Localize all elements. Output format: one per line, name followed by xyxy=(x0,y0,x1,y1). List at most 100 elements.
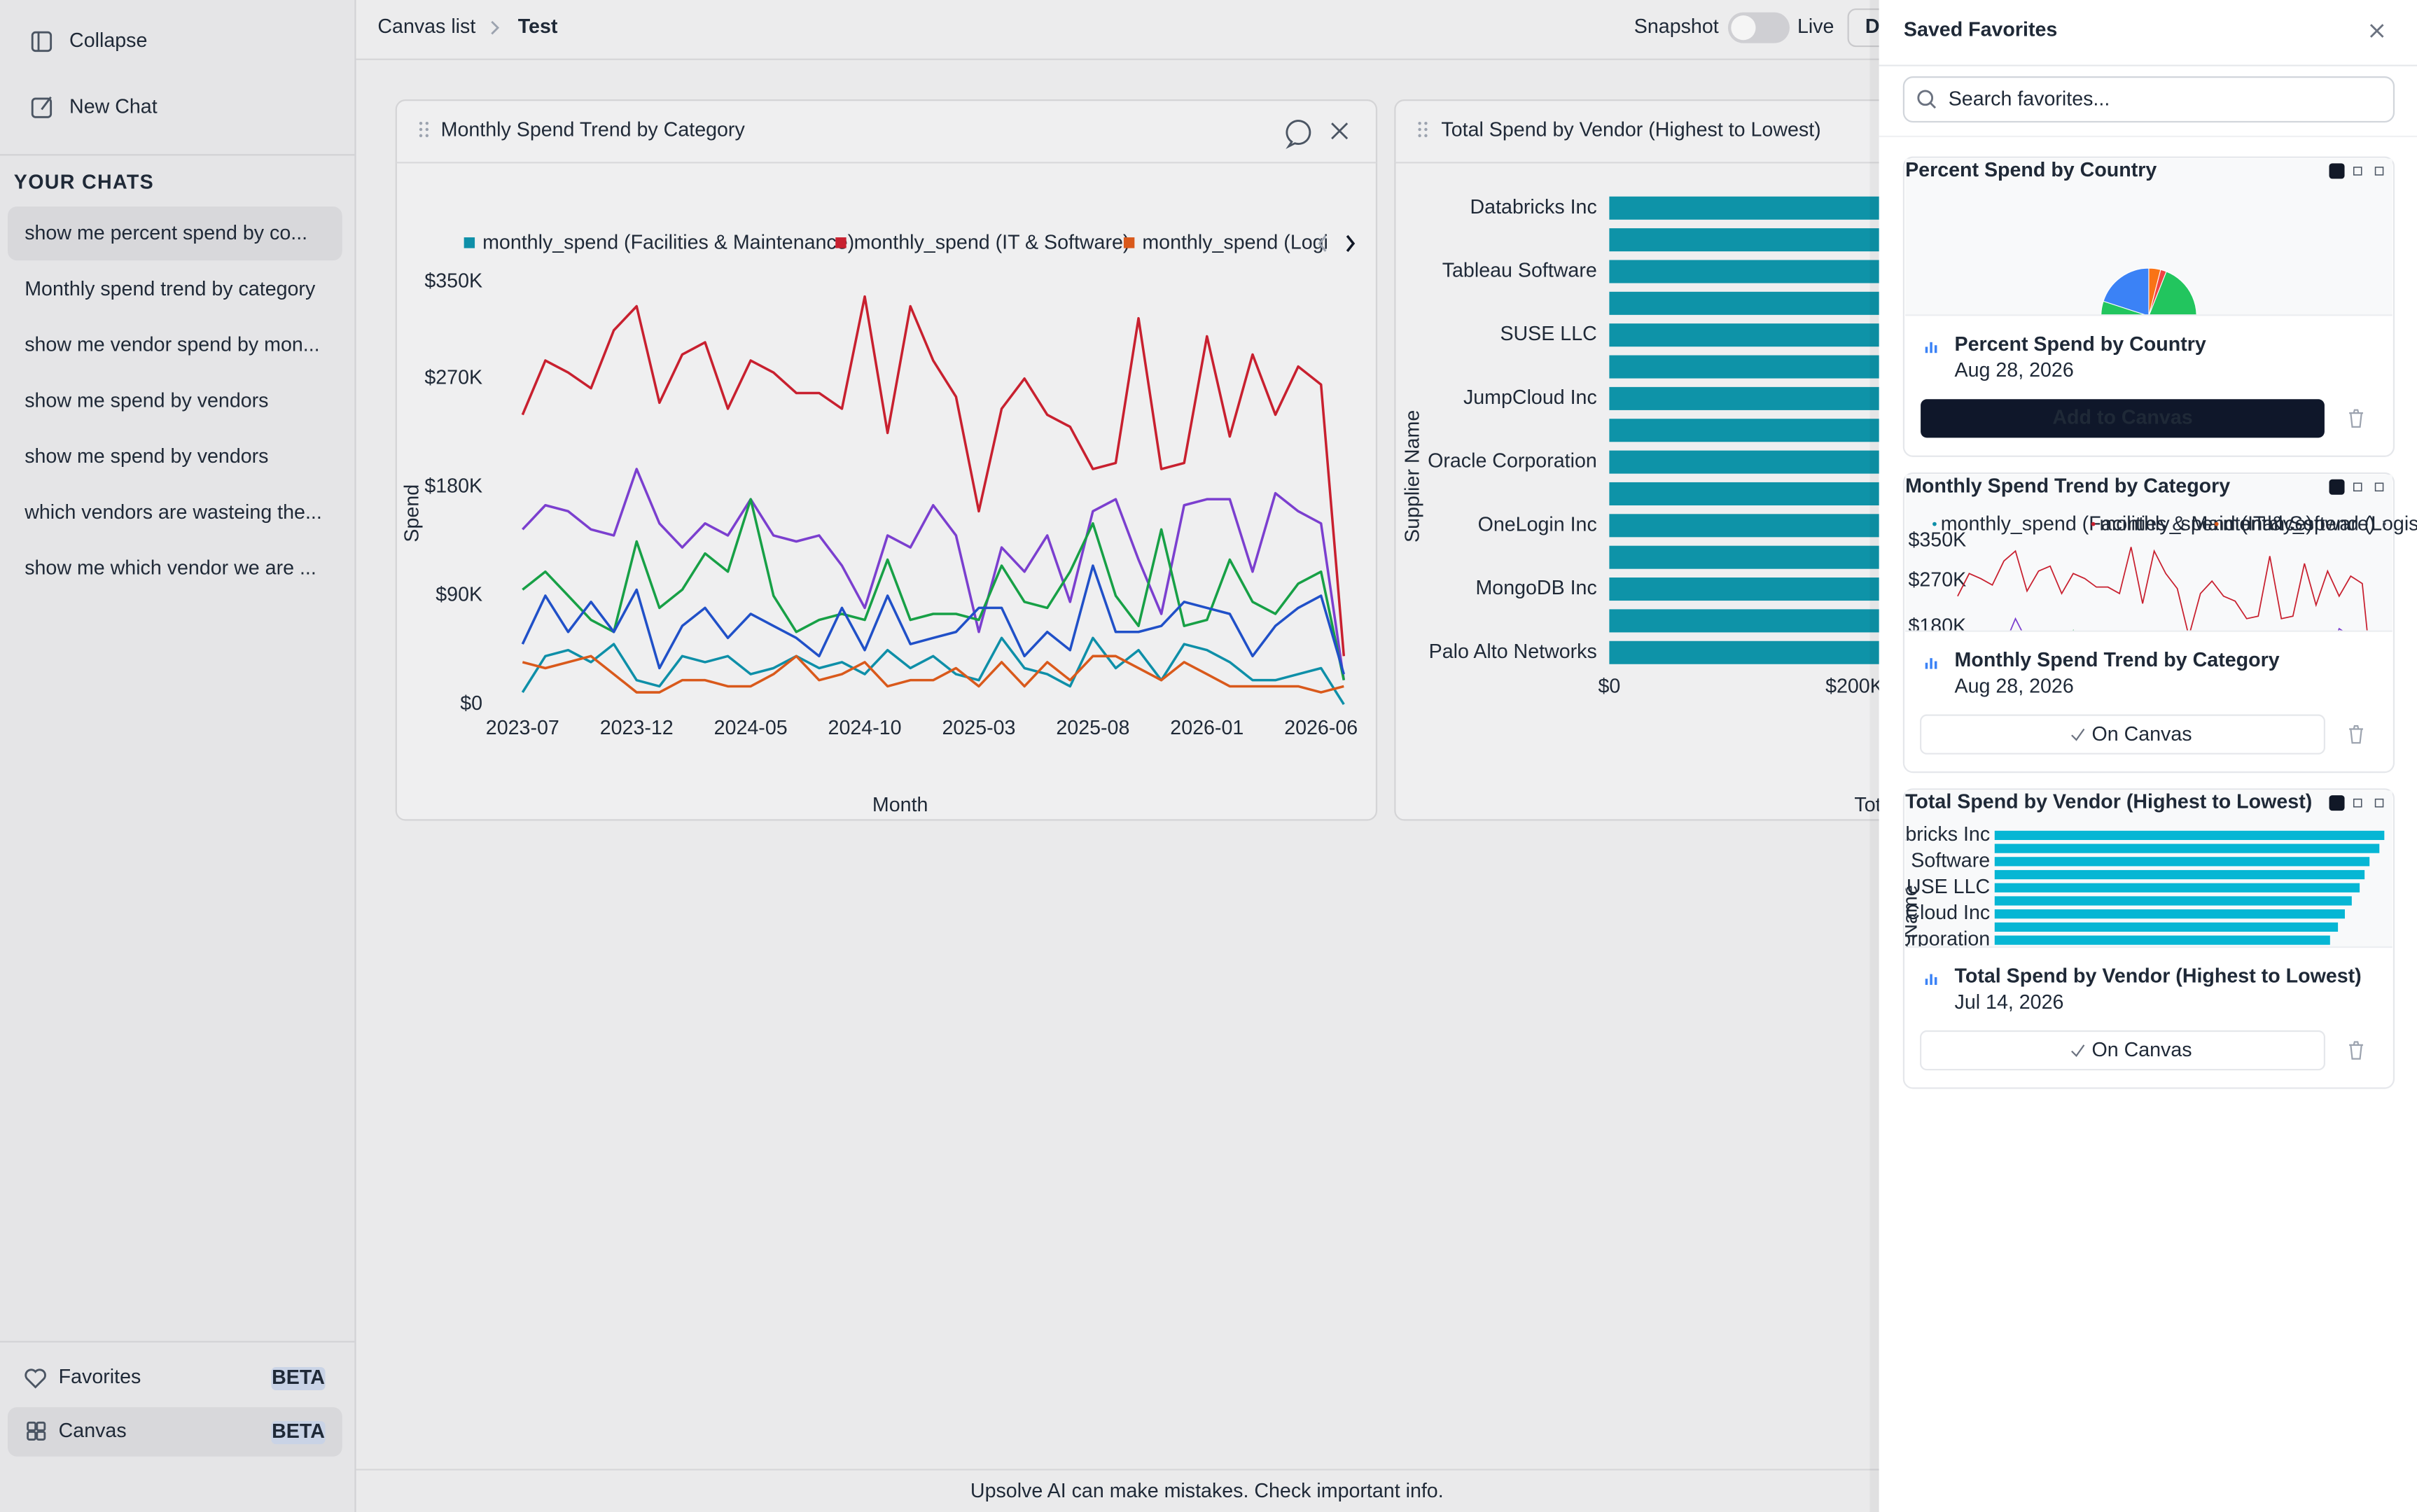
favorites-nav[interactable]: Favorites xyxy=(59,1366,141,1388)
thumb-tick-label: Tableau Software xyxy=(1835,849,1990,872)
y-tick-label: Tableau Software xyxy=(1442,260,1597,282)
icon xyxy=(25,1368,46,1389)
badge xyxy=(271,1421,326,1445)
y-tick-label: $270K xyxy=(424,366,482,388)
search-input[interactable] xyxy=(1902,76,2395,123)
thumbnail-chart xyxy=(2101,267,2197,315)
collapse-button[interactable]: Collapse xyxy=(69,29,147,52)
canvas-nav[interactable]: Canvas xyxy=(59,1420,127,1442)
legend-label: monthly_spend (Facilities & Maintenance) xyxy=(482,231,854,253)
on-canvas-button[interactable] xyxy=(1920,714,2326,755)
on-canvas-button[interactable] xyxy=(1920,1030,2326,1071)
icon xyxy=(2374,482,2384,492)
new-chat-button[interactable]: New Chat xyxy=(69,96,158,118)
line-series xyxy=(522,498,1346,681)
toggle-knob xyxy=(1731,15,1756,41)
drag-handle xyxy=(1424,127,1428,132)
drag-handle xyxy=(1418,121,1421,125)
x-tick-label: 2024-05 xyxy=(714,717,788,739)
chat-item[interactable]: show me spend by vendors xyxy=(25,389,268,412)
thumb-icon xyxy=(2329,163,2345,179)
thumb-title: Total Spend by Vendor (Highest to Lowest… xyxy=(1905,791,2312,813)
icon[interactable] xyxy=(1318,234,1327,252)
x-tick-label: 2026-06 xyxy=(1284,717,1358,739)
line-series xyxy=(522,468,1346,680)
legend-swatch xyxy=(835,237,847,248)
y-tick-label: $90K xyxy=(436,584,482,606)
icon[interactable] xyxy=(2349,1041,2363,1060)
icon xyxy=(31,31,53,52)
icon xyxy=(1917,90,1934,106)
add-button[interactable] xyxy=(1921,399,2325,438)
drag-handle xyxy=(1418,127,1421,132)
chat-item[interactable]: show me which vendor we are ... xyxy=(25,556,316,579)
toggle-label: Snapshot xyxy=(1634,15,1719,38)
icon xyxy=(2374,798,2384,808)
chart-icon xyxy=(1934,661,1937,669)
y-tick-label: $350K xyxy=(424,270,482,292)
favorite-date: Aug 28, 2026 xyxy=(1955,359,2074,382)
chat-item[interactable]: which vendors are wasteing the... xyxy=(24,501,322,524)
icon[interactable] xyxy=(1286,120,1311,149)
icon xyxy=(27,1421,37,1432)
search-placeholder: Search favorites... xyxy=(1949,88,2110,111)
thumbnail-chart: $350K $270K $180K xyxy=(1908,528,2368,631)
chat-item[interactable]: Monthly spend trend by category xyxy=(25,278,316,300)
pie-slice xyxy=(2103,267,2150,315)
y-tick-label: SUSE LLC xyxy=(1500,323,1596,345)
thumb-tick-label: Databricks Inc xyxy=(1863,823,1990,846)
icon[interactable] xyxy=(2369,24,2384,38)
icon[interactable] xyxy=(2349,724,2363,744)
icon xyxy=(2071,728,2085,741)
y-tick-label: Palo Alto Networks xyxy=(1429,640,1597,663)
chat-item[interactable]: show me spend by vendors xyxy=(25,445,268,468)
legend-label: monthly_spend (IT & Software) xyxy=(854,231,1130,253)
y-tick-label: OneLogin Inc xyxy=(1478,513,1597,536)
y-tick-label: Oracle Corporation xyxy=(1428,450,1597,472)
icon xyxy=(1930,102,1937,109)
icon[interactable] xyxy=(2349,409,2363,428)
icon xyxy=(36,1431,46,1441)
drag-handle xyxy=(419,121,423,125)
footer-note: Upsolve AI can make mistakes. Check impo… xyxy=(970,1480,1444,1502)
thumbnail xyxy=(1905,475,2392,631)
add-button-text: Add to Canvas xyxy=(2052,406,2192,428)
drawer-title: Saved Favorites xyxy=(1904,19,2057,41)
chart-icon xyxy=(1925,346,1928,354)
icon[interactable] xyxy=(1346,234,1356,252)
favorites-drawer: Saved Favorites Search favorites... Percen… xyxy=(1820,0,2417,1512)
thumb-legend-dot xyxy=(1932,522,1937,526)
x-axis-label: Tot xyxy=(1854,794,1881,816)
y-axis-label: Spend xyxy=(401,484,424,542)
thumb-bar xyxy=(1994,922,2339,932)
icon xyxy=(2374,167,2384,176)
icon xyxy=(2353,482,2362,492)
thumb-tick-label: SUSE LLC xyxy=(1893,876,1990,898)
thumb-tick-label: $350K xyxy=(1908,528,1966,551)
thumb-icon xyxy=(2329,479,2345,495)
legend-swatch xyxy=(1123,237,1135,248)
chart-icon xyxy=(1925,979,1928,985)
breadcrumb-current: Test xyxy=(518,15,558,38)
chart-icon xyxy=(1930,342,1932,354)
thumb-title: Monthly Spend Trend by Category xyxy=(1905,475,2230,497)
x-tick-label: 2023-12 xyxy=(600,717,674,739)
x-tick-label: 2026-01 xyxy=(1170,717,1244,739)
favorite-title: Monthly Spend Trend by Category xyxy=(1955,649,2280,671)
thumb-legend-label: monthly_spend (Logistics & Transportatio xyxy=(2223,512,2417,535)
thumb-tick-label: Oracle Corporation xyxy=(1820,928,1990,951)
icon xyxy=(41,96,52,111)
icon xyxy=(491,20,500,35)
icon xyxy=(2353,798,2362,808)
chat-item[interactable]: show me percent spend by co... xyxy=(25,222,307,244)
top-button-text: D xyxy=(1865,15,1880,38)
favorite-date: Jul 14, 2026 xyxy=(1955,991,2064,1014)
chat-item[interactable]: show me vendor spend by mon... xyxy=(25,334,319,356)
thumb-bar xyxy=(1994,896,2352,906)
icon[interactable] xyxy=(1331,122,1349,140)
breadcrumb-link[interactable]: Canvas list xyxy=(377,15,475,38)
drag-handle xyxy=(425,121,429,125)
x-tick-label: 2025-03 xyxy=(942,717,1015,739)
drag-handle xyxy=(419,127,423,132)
